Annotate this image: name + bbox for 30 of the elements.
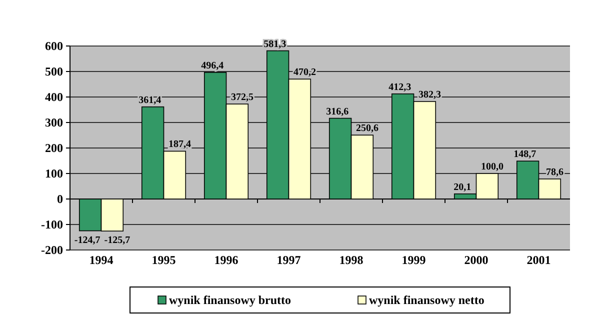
data-label: 361,4: [138, 94, 162, 106]
data-label: 412,3: [388, 82, 412, 93]
data-label: 316,6: [326, 106, 349, 118]
x-tick-label: 1999: [402, 253, 426, 267]
y-tick-label: 500: [45, 64, 63, 79]
x-tick-label: 1994: [89, 253, 114, 267]
x-tick-label: 1998: [339, 253, 364, 267]
x-tick-label: 1997: [276, 253, 301, 267]
y-tick-label: -200: [41, 243, 63, 258]
y-tick-label: 100: [45, 166, 63, 181]
y-tick-label: 600: [45, 39, 63, 54]
legend-label: wynik finansowy brutto: [169, 293, 292, 307]
data-label: 148,7: [514, 149, 536, 160]
legend-label: wynik finansowy netto: [369, 293, 484, 307]
y-tick-label: 0: [57, 192, 63, 206]
y-tick-label: -100: [41, 218, 63, 232]
y-tick-label: 300: [45, 116, 63, 130]
x-tick-label: 2000: [464, 253, 488, 267]
data-label: 100,0: [480, 162, 504, 172]
data-label: 187,4: [168, 139, 191, 150]
data-label: 496,4: [201, 60, 224, 72]
y-tick-label: 200: [45, 141, 63, 156]
x-tick-label: 2001: [526, 253, 551, 267]
data-label: -124,7: [74, 234, 100, 246]
x-tick-label: 1996: [214, 253, 238, 267]
data-label: 20,1: [454, 182, 472, 193]
x-tick-label: 1995: [152, 253, 176, 267]
y-tick-label: 400: [45, 90, 63, 104]
data-label: -125,7: [104, 235, 130, 246]
data-label: 250,6: [356, 123, 378, 134]
